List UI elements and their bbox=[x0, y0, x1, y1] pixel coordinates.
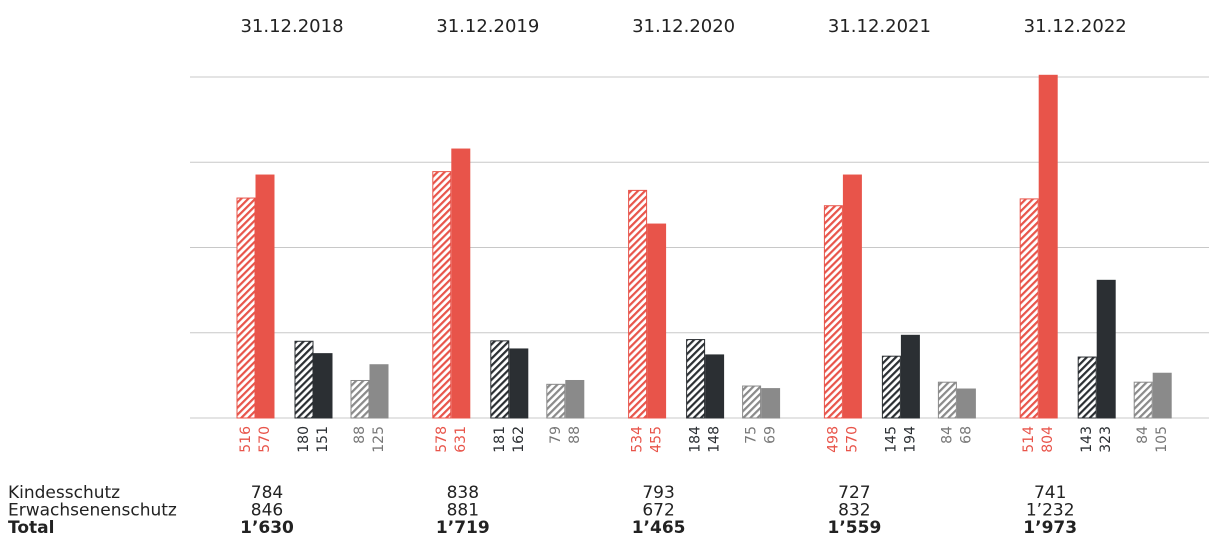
table-cell: 741 bbox=[1034, 483, 1066, 503]
bar bbox=[294, 340, 314, 419]
x-category-label: 31.12.2022 bbox=[1024, 16, 1127, 37]
bar bbox=[1038, 74, 1058, 419]
data-label: 804 bbox=[1040, 426, 1056, 453]
bar bbox=[686, 339, 706, 419]
data-label: 84 bbox=[939, 426, 955, 444]
table-cell: 1’973 bbox=[1023, 518, 1077, 538]
table-cell: 881 bbox=[447, 501, 479, 521]
table-cell: 838 bbox=[447, 483, 479, 503]
data-label: 148 bbox=[707, 426, 723, 453]
row-label: Kindesschutz bbox=[8, 483, 120, 503]
data-label: 498 bbox=[825, 426, 841, 453]
bar bbox=[647, 223, 667, 419]
table-cell: 793 bbox=[642, 483, 674, 503]
data-label: 455 bbox=[649, 426, 665, 453]
table-cell: 1’559 bbox=[828, 518, 882, 538]
bar bbox=[432, 171, 452, 419]
table-cell: 832 bbox=[838, 501, 870, 521]
data-label: 105 bbox=[1154, 426, 1170, 453]
bar bbox=[842, 174, 862, 419]
bar bbox=[1133, 381, 1153, 419]
data-label: 570 bbox=[257, 426, 273, 453]
data-label: 181 bbox=[492, 426, 508, 453]
bar bbox=[900, 334, 920, 419]
data-label: 162 bbox=[511, 426, 527, 453]
data-label: 180 bbox=[296, 426, 312, 453]
x-category-label: 31.12.2021 bbox=[828, 16, 931, 37]
bar bbox=[565, 379, 585, 419]
bar bbox=[236, 197, 256, 419]
bar bbox=[350, 379, 370, 419]
bar bbox=[1077, 356, 1097, 419]
bar bbox=[369, 364, 389, 419]
bar bbox=[313, 353, 333, 419]
bar bbox=[823, 205, 843, 419]
data-label: 516 bbox=[238, 426, 254, 453]
data-label: 125 bbox=[371, 426, 387, 453]
table-cell: 1’465 bbox=[632, 518, 686, 538]
bar bbox=[1152, 372, 1172, 419]
data-label: 84 bbox=[1135, 426, 1151, 444]
data-label: 75 bbox=[744, 426, 760, 444]
bar bbox=[1019, 198, 1039, 419]
table-cell: 1’232 bbox=[1026, 501, 1075, 521]
data-label: 514 bbox=[1021, 426, 1037, 453]
bar bbox=[937, 381, 957, 419]
data-label: 534 bbox=[630, 426, 646, 453]
data-label: 143 bbox=[1079, 426, 1095, 453]
x-category-label: 31.12.2019 bbox=[436, 16, 539, 37]
data-label: 570 bbox=[844, 426, 860, 453]
table-cell: 727 bbox=[838, 483, 870, 503]
data-label: 88 bbox=[567, 426, 583, 444]
data-label: 151 bbox=[315, 426, 331, 453]
data-label: 68 bbox=[958, 426, 974, 444]
bar bbox=[509, 348, 529, 419]
table-cell: 1’630 bbox=[240, 518, 294, 538]
bar bbox=[255, 174, 275, 419]
bar bbox=[546, 383, 566, 419]
bar bbox=[742, 385, 762, 419]
data-label: 88 bbox=[352, 426, 368, 444]
bar bbox=[956, 388, 976, 419]
data-label: 145 bbox=[883, 426, 899, 453]
bar bbox=[705, 354, 725, 419]
table-cell: 784 bbox=[251, 483, 283, 503]
table-cell: 846 bbox=[251, 501, 283, 521]
data-label: 323 bbox=[1098, 426, 1114, 453]
data-label: 194 bbox=[902, 426, 918, 453]
bar bbox=[1096, 279, 1116, 419]
row-label: Erwachsenenschutz bbox=[8, 501, 177, 521]
table-cell: 672 bbox=[642, 501, 674, 521]
bar bbox=[881, 355, 901, 419]
data-label: 69 bbox=[763, 426, 779, 444]
bar bbox=[451, 148, 471, 419]
data-label: 79 bbox=[548, 426, 564, 444]
bar bbox=[628, 189, 648, 419]
data-label: 578 bbox=[434, 426, 450, 453]
x-category-label: 31.12.2018 bbox=[240, 16, 343, 37]
bar bbox=[490, 340, 510, 419]
data-label: 631 bbox=[453, 426, 469, 453]
data-label: 184 bbox=[688, 426, 704, 453]
row-label: Total bbox=[8, 518, 54, 538]
table-cell: 1’719 bbox=[436, 518, 490, 538]
x-category-label: 31.12.2020 bbox=[632, 16, 735, 37]
bar bbox=[761, 388, 781, 419]
